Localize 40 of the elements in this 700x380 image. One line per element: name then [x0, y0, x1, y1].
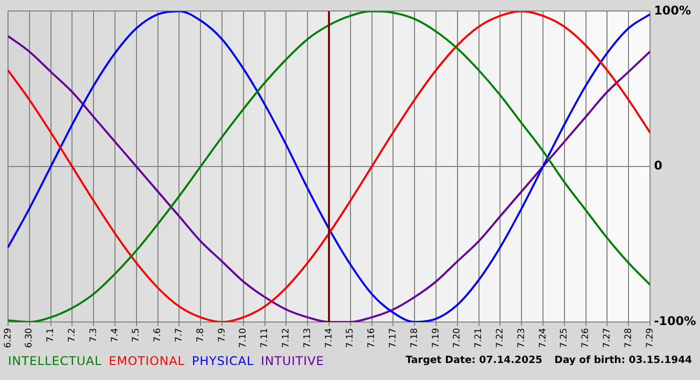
x-tick-label: 7.14	[324, 328, 334, 348]
x-tick-label: 7.20	[452, 328, 463, 348]
x-tick-label: 7.24	[538, 328, 548, 348]
x-tick-label: 7.17	[388, 328, 399, 348]
x-tick-label: 7.1	[46, 328, 56, 342]
y-tick-label: -100%	[654, 314, 696, 328]
x-tick-label: 7.16	[367, 328, 378, 348]
x-tick-label: 7.22	[496, 328, 506, 348]
x-tick-label: 7.25	[560, 328, 570, 348]
x-tick-label: 7.12	[282, 328, 292, 348]
text: Target Date: 07.14.2025	[406, 355, 542, 366]
x-tick-label: 7.9	[217, 328, 228, 342]
x-tick-label: 7.13	[302, 328, 313, 348]
text: INTUITIVE	[260, 354, 324, 368]
x-tick-label: 7.5	[132, 328, 142, 342]
x-tick-label: 7.11	[260, 328, 270, 348]
y-tick-label: 100%	[654, 3, 692, 18]
x-tick-label: 7.23	[516, 328, 527, 348]
x-tick-label: 7.28	[624, 328, 634, 348]
x-tick-label: 7.18	[410, 328, 420, 348]
text: EMOTIONAL	[108, 354, 185, 368]
x-tick-label: 7.3	[88, 328, 99, 342]
x-tick-label: 7.29	[645, 328, 656, 348]
x-tick-label: 7.27	[602, 328, 612, 348]
x-tick-label: 7.2	[68, 328, 78, 342]
y-tick-label: 0	[654, 158, 662, 173]
x-tick-label: 7.19	[431, 328, 442, 348]
text: PHYSICAL	[192, 354, 254, 368]
text: INTELLECTUAL	[8, 354, 102, 368]
x-tick-label: 7.21	[474, 328, 484, 348]
x-tick-label: 7.6	[153, 328, 164, 342]
x-tick-label: 7.15	[346, 328, 356, 348]
x-tick-label: 7.8	[196, 328, 206, 342]
x-tick-label: 7.7	[174, 328, 185, 342]
text: Day of birth: 03.15.1944	[554, 355, 692, 366]
x-tick-label: 7.4	[110, 328, 120, 342]
x-tick-label: 6.30	[24, 328, 35, 348]
x-tick-label: 6.29	[3, 328, 14, 348]
x-tick-label: 7.10	[238, 328, 249, 348]
x-tick-label: 7.26	[581, 328, 592, 348]
